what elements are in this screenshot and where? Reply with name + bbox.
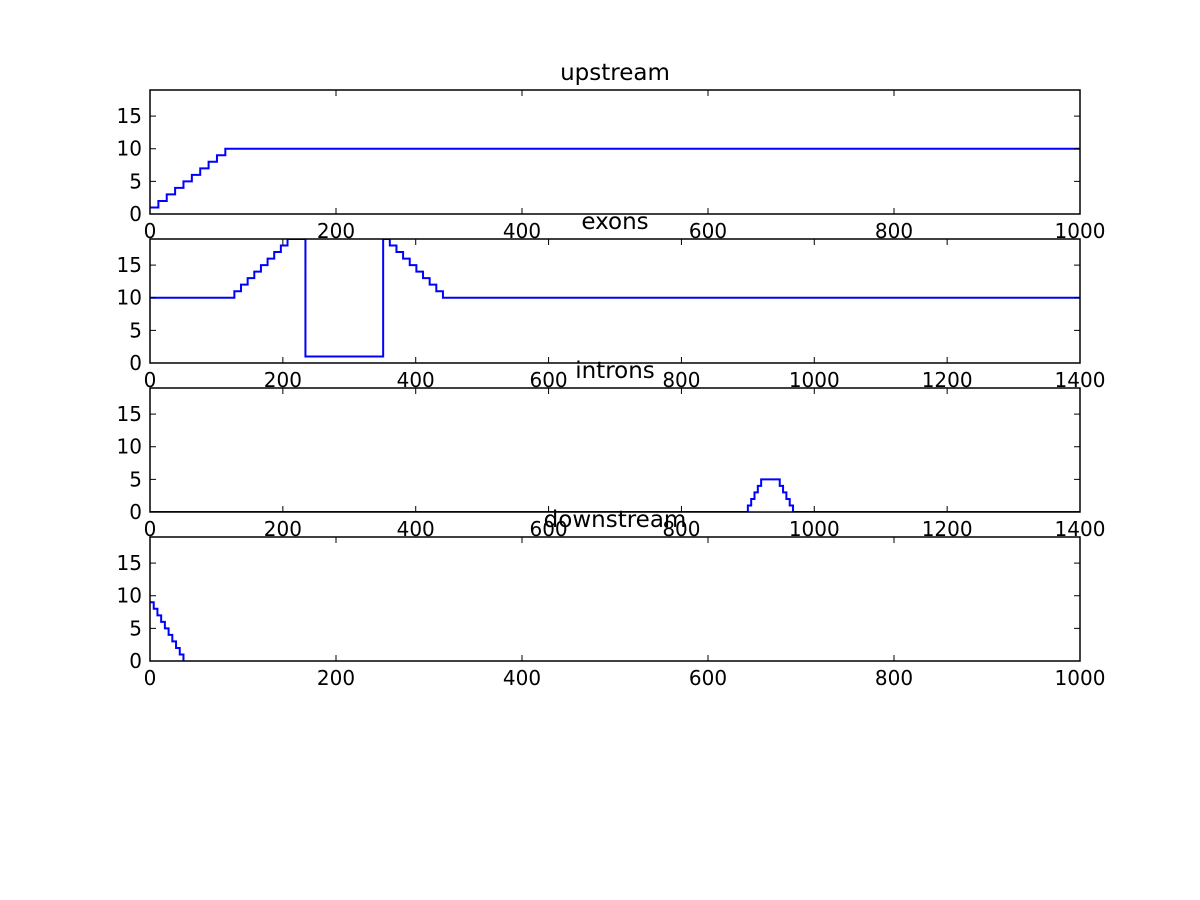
- y-tick-label: 5: [129, 318, 142, 342]
- x-tick-label: 400: [503, 666, 541, 690]
- series-line-exons: [150, 239, 1080, 358]
- x-tick-label: 600: [689, 666, 727, 690]
- y-tick-label: 0: [129, 649, 142, 673]
- y-tick-label: 5: [129, 169, 142, 193]
- series-line-upstream: [150, 147, 1080, 209]
- subplot-title: upstream: [560, 60, 670, 86]
- y-tick-label: 10: [117, 286, 142, 310]
- series-line-introns: [150, 478, 1080, 512]
- x-tick-label: 0: [144, 219, 157, 243]
- x-tick-label: 0: [144, 368, 157, 392]
- y-tick-label: 5: [129, 616, 142, 640]
- x-tick-label: 1000: [1055, 666, 1106, 690]
- x-tick-label: 0: [144, 517, 157, 541]
- y-tick-label: 0: [129, 351, 142, 375]
- series-line-downstream: [150, 601, 185, 661]
- axes-frame: [149, 89, 1081, 215]
- subplot-title: downstream: [544, 507, 687, 533]
- y-tick-label: 5: [129, 467, 142, 491]
- axes-frame: [149, 238, 1081, 364]
- subplot-downstream: 0 200 400 600 800 1000 0 5 10 15 downstream: [117, 507, 1106, 690]
- y-tick-label: 0: [129, 500, 142, 524]
- y-tick-label: 0: [129, 202, 142, 226]
- y-tick-label: 10: [117, 435, 142, 459]
- x-tick-label: 200: [317, 666, 355, 690]
- y-tick-label: 15: [117, 104, 142, 128]
- y-tick-label: 15: [117, 551, 142, 575]
- x-tick-label: 800: [875, 666, 913, 690]
- subplot-title: exons: [581, 209, 648, 235]
- subplot-title: introns: [575, 358, 655, 384]
- y-tick-label: 15: [117, 402, 142, 426]
- x-tick-label: 0: [144, 666, 157, 690]
- axes-frame: [149, 387, 1081, 513]
- axes-frame: [149, 536, 1081, 662]
- y-tick-label: 15: [117, 253, 142, 277]
- y-tick-label: 10: [117, 584, 142, 608]
- y-tick-label: 10: [117, 137, 142, 161]
